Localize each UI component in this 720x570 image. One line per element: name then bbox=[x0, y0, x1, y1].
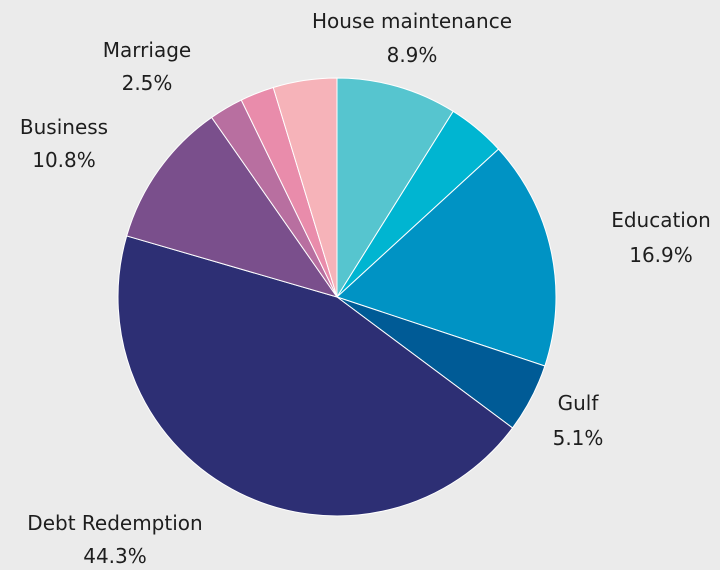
pie-slices bbox=[117, 77, 557, 517]
label-house-maintenance: House maintenance bbox=[312, 9, 512, 33]
label-education: Education bbox=[611, 208, 711, 232]
value-debt-redemption: 44.3% bbox=[83, 544, 147, 568]
pie-slice-debt bbox=[117, 235, 514, 517]
pie-slice-business bbox=[126, 116, 339, 298]
label-gulf: Gulf bbox=[558, 391, 600, 415]
pie-slice-s9 bbox=[272, 77, 338, 298]
value-house-maintenance: 8.9% bbox=[387, 43, 438, 67]
value-marriage: 2.5% bbox=[122, 71, 173, 95]
pie-slice-house bbox=[336, 77, 454, 299]
value-gulf: 5.1% bbox=[553, 426, 604, 450]
value-education: 16.9% bbox=[629, 243, 693, 267]
label-marriage: Marriage bbox=[103, 38, 191, 62]
value-business: 10.8% bbox=[32, 148, 96, 172]
label-business: Business bbox=[20, 115, 108, 139]
pie-slice-education bbox=[336, 148, 557, 367]
label-debt-redemption: Debt Redemption bbox=[27, 511, 202, 535]
